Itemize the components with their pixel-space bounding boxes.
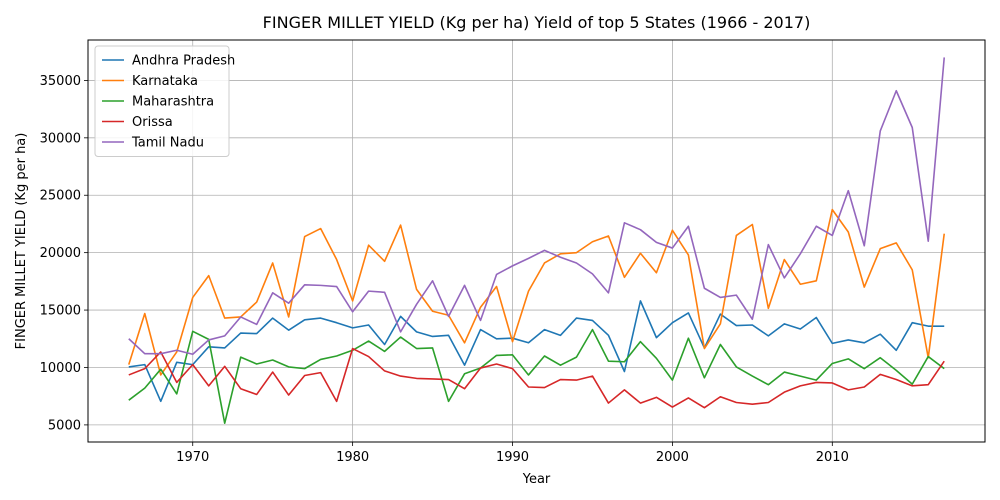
- series-line-karnataka: [128, 208, 946, 376]
- series-lines: [128, 57, 946, 424]
- x-tick-label: 2010: [816, 450, 849, 465]
- gridlines: [88, 40, 985, 442]
- series-line-maharashtra: [128, 328, 945, 424]
- y-tick-label: 10000: [40, 361, 81, 376]
- series-line-tamil-nadu: [128, 57, 946, 356]
- x-tick-label: 1970: [176, 450, 209, 465]
- y-tick-label: 15000: [40, 304, 81, 319]
- x-tick-label: 1980: [336, 450, 369, 465]
- series-line-orissa: [128, 347, 945, 409]
- y-tick-label: 35000: [40, 74, 81, 89]
- plot-frame: [87, 39, 986, 443]
- legend-label-karnataka: Karnataka: [132, 74, 198, 89]
- legend-label-andhra-pradesh: Andhra Pradesh: [132, 54, 235, 69]
- legend: Andhra Pradesh Karnataka Maharashtra Orissa…: [94, 45, 235, 157]
- x-axis-title: Year: [522, 472, 551, 487]
- axis-ticks: 1970 1980 1990 2000 2010 5000 10000 15000 20000 2…: [40, 74, 849, 465]
- y-tick-label: 25000: [40, 189, 81, 204]
- y-tick-label: 5000: [48, 418, 81, 433]
- legend-box: [94, 45, 230, 157]
- y-axis-title: FINGER MILLET YIELD (Kg per ha): [14, 133, 29, 350]
- y-tick-label: 20000: [40, 246, 81, 261]
- series-line-andhra-pradesh: [128, 300, 945, 403]
- legend-label-maharashtra: Maharashtra: [132, 95, 214, 110]
- chart-title: FINGER MILLET YIELD (Kg per ha) Yield of…: [263, 13, 811, 32]
- legend-label-orissa: Orissa: [132, 115, 173, 130]
- x-tick-label: 2000: [656, 450, 689, 465]
- x-tick-label: 1990: [496, 450, 529, 465]
- legend-label-tamil-nadu: Tamil Nadu: [131, 136, 204, 151]
- y-tick-label: 30000: [40, 131, 81, 146]
